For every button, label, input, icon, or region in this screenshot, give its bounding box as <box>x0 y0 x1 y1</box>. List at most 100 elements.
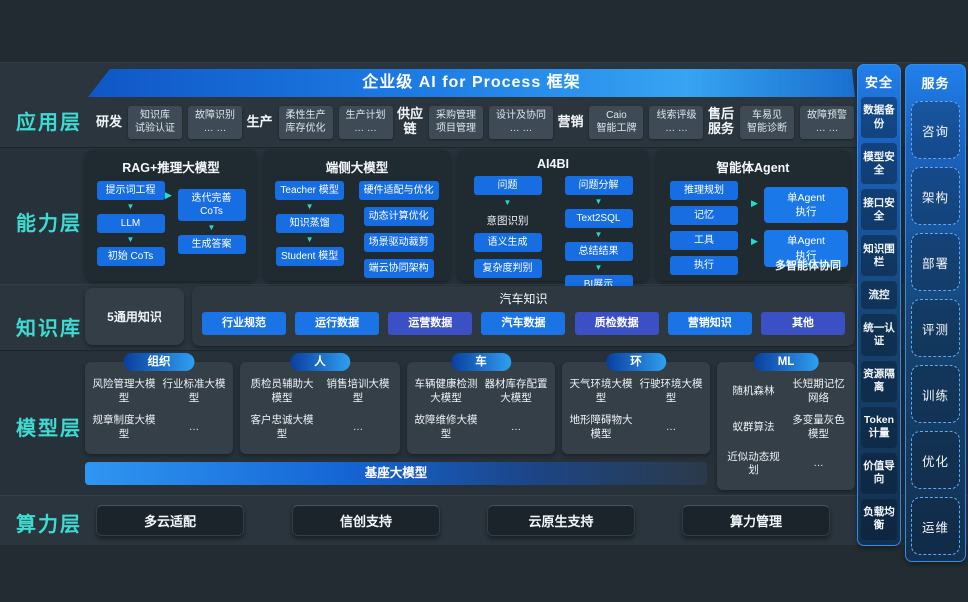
band-bottom <box>0 545 968 602</box>
general-knowledge-box: 5通用知识 <box>85 288 184 345</box>
model-name: 质检员辅助大模型 <box>250 378 314 404</box>
flow-node: 知识蒸馏 <box>275 214 344 233</box>
compute-item-management: 算力管理 <box>682 505 830 536</box>
app-group-aftersales: 售后 服务 车易见 智能诊断 故障预警 … … <box>707 105 854 139</box>
arrow-down-icon: ▼ <box>594 197 603 206</box>
app-group-label: 营销 <box>557 113 584 129</box>
security-item: 知识围栏 <box>861 235 897 277</box>
model-name: 行驶环境大模型 <box>639 378 703 404</box>
model-name: 车辆健康检测大模型 <box>414 378 478 404</box>
app-chip: 车易见 智能诊断 <box>739 105 794 139</box>
auto-knowledge-panel: 汽车知识 行业规范 运行数据 运营数据 汽车数据 质检数据 营销知识 其他 <box>192 286 855 346</box>
app-group-marketing: 营销 Caio 智能工牌 线索评级 … … <box>557 105 704 139</box>
security-item: 统一认证 <box>861 314 897 356</box>
panel-title: RAG+推理大模型 <box>122 161 220 175</box>
ellipsis: … <box>188 421 200 434</box>
security-header: 安全 <box>864 75 893 90</box>
flow-node: 复杂度判别 <box>473 259 542 278</box>
security-item: 资源隔离 <box>861 360 897 402</box>
security-item: 接口安全 <box>861 189 897 231</box>
model-name: 地形障碍物大模型 <box>569 414 633 440</box>
flow-node: 迭代完善 CoTs <box>177 189 246 221</box>
security-item: 数据备份 <box>861 97 897 139</box>
service-item: 优化 <box>911 431 960 489</box>
service-item: 架构 <box>911 167 960 225</box>
service-item: 咨询 <box>911 101 960 159</box>
model-name: 多变量灰色模型 <box>792 414 845 440</box>
app-chip: 生产计划 … … <box>338 105 393 139</box>
model-name: 近似动态规划 <box>727 450 780 477</box>
app-chip: 采购管理 项目管理 <box>428 105 483 139</box>
app-chip: 设计及协同 … … <box>488 105 553 139</box>
security-item: Token计量 <box>861 406 897 448</box>
arrow-down-icon: ▼ <box>503 198 512 207</box>
arrow-right-icon: ▶ <box>165 190 172 200</box>
app-group-label: 研发 <box>96 113 123 129</box>
flow-node: Text2SQL <box>564 209 633 228</box>
flow-node: LLM <box>96 214 165 233</box>
arrow-right-icon: ▶ <box>751 198 758 208</box>
agent-component-chip: 记忆 <box>670 206 738 225</box>
panel-edge-model: 端侧大模型 Teacher 模型 ▼ 知识蒸馏 ▼ Student 模型 硬件适… <box>263 150 451 281</box>
panel-title: AI4BI <box>537 157 569 171</box>
model-name: 器材库存配置大模型 <box>484 378 548 404</box>
knowledge-chip: 汽车数据 <box>481 312 566 335</box>
flow-node: Teacher 模型 <box>275 181 344 200</box>
model-name: 销售培训大模型 <box>326 378 390 404</box>
agent-component-chip: 推理规划 <box>670 181 738 200</box>
model-name: 客户忠诚大模型 <box>250 414 314 440</box>
knowledge-chip: 运营数据 <box>388 312 473 335</box>
compute-item-multicloud: 多云适配 <box>96 505 244 536</box>
app-group-label: 售后 服务 <box>707 106 734 136</box>
model-name: 天气环境大模型 <box>569 378 633 404</box>
ellipsis: … <box>510 421 522 434</box>
knowledge-chip: 行业规范 <box>202 312 286 335</box>
arrow-down-icon: ▼ <box>126 202 135 211</box>
app-chip: 故障预警 … … <box>799 105 854 139</box>
ellipsis: … <box>813 457 824 470</box>
model-group-people: 人 质检员辅助大模型 销售培训大模型 客户忠诚大模型 … <box>240 353 400 454</box>
app-group-supply-chain: 供应 链 采购管理 项目管理 设计及协同 … … <box>397 105 553 139</box>
application-layer-row: 研发 知识库 试验认证 故障识别 … … 生产 柔性生产 库存优化 生产计划 …… <box>96 99 854 145</box>
app-group-production: 生产 柔性生产 库存优化 生产计划 … … <box>246 105 393 139</box>
knowledge-chip: 质检数据 <box>574 312 659 335</box>
diagram-title: 企业级 AI for Process 框架 <box>362 74 581 91</box>
flow-text: 意图识别 <box>486 215 529 227</box>
model-name: 随机森林 <box>732 384 775 397</box>
panel-title: 智能体Agent <box>716 161 790 175</box>
arrow-down-icon: ▼ <box>594 230 603 239</box>
panel-rag-reasoning: RAG+推理大模型 提示词工程 ▼ LLM ▼ 初始 CoTs 迭代完善 CoT… <box>85 150 257 281</box>
app-chip: 知识库 试验认证 <box>128 105 183 139</box>
compute-item-xinchuang: 信创支持 <box>292 505 440 536</box>
flow-node: 提示词工程 <box>96 181 165 200</box>
app-chip: 柔性生产 库存优化 <box>278 105 333 139</box>
model-group-environment: 环 天气环境大模型 行驶环境大模型 地形障碍物大模型 … <box>562 353 710 454</box>
agent-component-chip: 工具 <box>670 231 738 250</box>
model-group-organization: 组织 风险管理大模型 行业标准大模型 规章制度大模型 … <box>85 353 233 454</box>
app-group-rnd: 研发 知识库 试验认证 故障识别 … … <box>96 105 243 139</box>
security-item: 流控 <box>861 281 897 310</box>
group-pill: 组织 <box>123 353 195 371</box>
feature-chip: 端云协同架构 <box>363 259 434 278</box>
layer-label-compute: 算力层 <box>16 514 82 536</box>
service-item: 评测 <box>911 299 960 357</box>
layer-label-capability: 能力层 <box>16 213 82 235</box>
knowledge-chip: 营销知识 <box>667 312 752 335</box>
flow-node: 生成答案 <box>177 235 246 254</box>
security-item: 模型安全 <box>861 143 897 185</box>
security-item: 负载均衡 <box>861 498 897 540</box>
group-pill: 人 <box>290 353 350 371</box>
arrow-down-icon: ▼ <box>305 202 314 211</box>
feature-chip: 硬件适配与优化 <box>358 181 439 200</box>
model-name: 风险管理大模型 <box>92 378 156 404</box>
model-name: 故障维修大模型 <box>414 414 478 440</box>
arrow-right-icon: ▶ <box>751 236 758 246</box>
layer-label-knowledge: 知识库 <box>16 318 82 340</box>
title-banner: 企业级 AI for Process 框架 <box>88 69 855 97</box>
band-top <box>0 0 968 62</box>
model-name: 规章制度大模型 <box>92 414 156 440</box>
compute-item-cloudnative: 云原生支持 <box>487 505 635 536</box>
flow-node: 总结结果 <box>564 242 633 261</box>
flow-node: 问题分解 <box>564 176 633 195</box>
